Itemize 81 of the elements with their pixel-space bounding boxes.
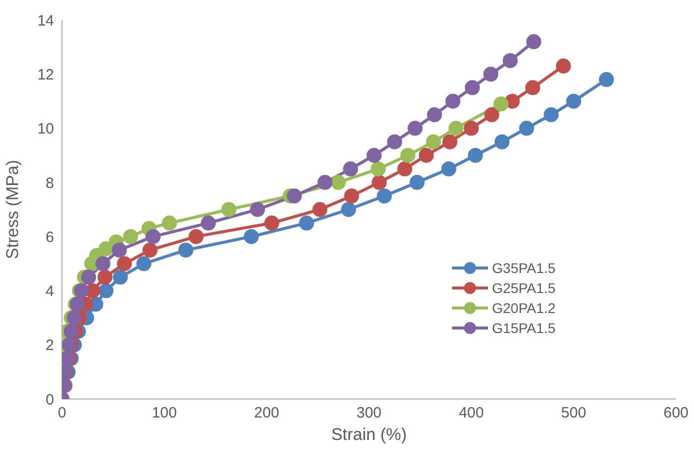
point <box>464 120 479 136</box>
point <box>188 229 204 244</box>
legend-label: G25PA1.5 <box>492 280 556 296</box>
point <box>312 202 328 217</box>
legend-label: G15PA1.5 <box>492 320 556 336</box>
point <box>376 188 392 204</box>
x-tick-label: 400 <box>458 404 484 422</box>
point <box>178 242 194 258</box>
point <box>366 148 382 163</box>
point <box>468 148 483 163</box>
point <box>81 270 96 285</box>
point <box>221 202 236 217</box>
legend-label: G20PA1.2 <box>492 300 556 316</box>
point <box>448 120 464 136</box>
point <box>598 72 614 88</box>
point <box>566 94 582 109</box>
point <box>112 242 127 258</box>
point <box>502 53 518 68</box>
point <box>264 216 280 231</box>
x-axis-title: Strain (%) <box>331 425 407 444</box>
point <box>146 229 161 244</box>
point <box>66 310 82 326</box>
point <box>95 256 110 272</box>
x-tick-label: 600 <box>663 404 689 422</box>
point <box>330 174 346 190</box>
point <box>97 270 112 285</box>
y-tick-label: 6 <box>46 228 54 246</box>
point <box>442 134 458 150</box>
point <box>343 161 358 176</box>
point <box>426 107 442 122</box>
point <box>370 161 386 176</box>
point <box>464 80 480 96</box>
y-tick-label: 8 <box>46 174 54 192</box>
point <box>441 161 456 176</box>
point <box>142 242 158 258</box>
point <box>556 58 571 74</box>
point <box>400 148 416 163</box>
point <box>299 216 314 231</box>
point <box>410 174 425 190</box>
point <box>445 94 460 109</box>
point <box>494 134 510 150</box>
legend-label: G35PA1.5 <box>492 260 556 276</box>
point <box>387 134 402 150</box>
point <box>494 96 509 112</box>
point <box>123 229 138 244</box>
y-tick-label: 14 <box>37 12 54 30</box>
x-tick-label: 100 <box>152 404 177 422</box>
point <box>408 120 423 136</box>
point <box>372 174 387 190</box>
point <box>544 107 559 122</box>
point <box>344 188 360 204</box>
point <box>200 216 216 231</box>
x-tick-label: 300 <box>356 404 382 422</box>
point <box>64 324 79 339</box>
point <box>162 216 177 231</box>
point <box>519 120 534 136</box>
point <box>112 270 128 285</box>
y-tick-label: 2 <box>46 337 54 354</box>
point <box>250 202 265 217</box>
y-axis-title: Stress (MPa) <box>3 160 22 260</box>
point <box>484 107 500 122</box>
point <box>341 202 356 217</box>
point <box>136 256 152 272</box>
point <box>418 148 434 163</box>
y-tick-label: 4 <box>46 283 54 300</box>
point <box>483 66 498 82</box>
point <box>286 188 302 204</box>
point <box>426 134 441 150</box>
point <box>317 174 332 190</box>
y-tick-label: 0 <box>46 391 54 408</box>
y-tick-label: 10 <box>37 120 54 138</box>
point <box>397 161 412 176</box>
point <box>244 229 259 244</box>
x-tick-label: 200 <box>254 404 280 422</box>
x-tick-label: 500 <box>561 404 586 422</box>
point <box>526 34 542 50</box>
x-tick-label: 0 <box>58 404 66 422</box>
y-tick-label: 12 <box>37 66 54 84</box>
point <box>116 256 132 272</box>
point <box>98 283 114 298</box>
point <box>525 80 540 96</box>
